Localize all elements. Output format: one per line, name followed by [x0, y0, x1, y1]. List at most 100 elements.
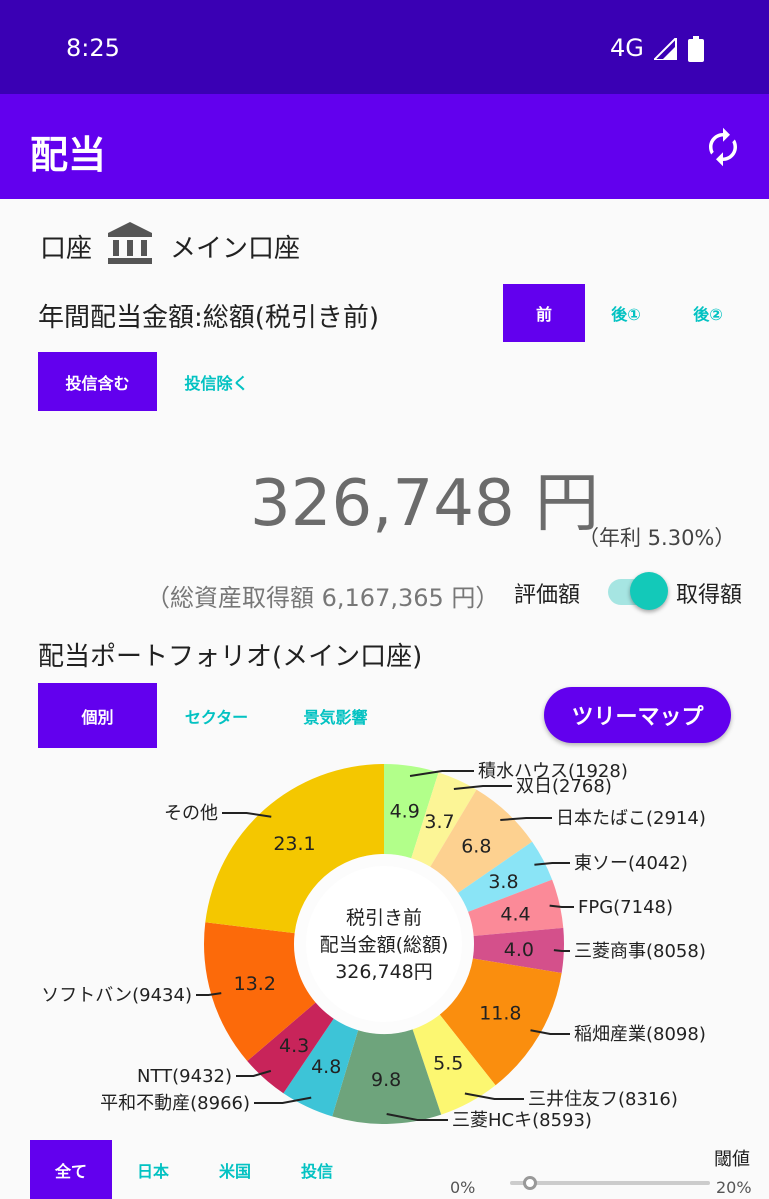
filter-japan[interactable]: 日本: [112, 1140, 194, 1199]
pie-name-label: NTT(9432): [137, 1066, 232, 1087]
pie-value-label: 13.2: [234, 973, 276, 995]
pie-center-text: 配当金額(総額): [320, 934, 449, 956]
pie-leader-line: [549, 904, 574, 908]
basis-toggle-knob[interactable]: [630, 572, 668, 610]
tab-business-cycle-label: 景気影響: [303, 707, 368, 727]
threshold-slider-thumb[interactable]: [523, 1176, 537, 1190]
bank-icon: [108, 222, 152, 264]
pie-slice[interactable]: [458, 841, 553, 912]
pie-center-text: 税引き前: [346, 907, 422, 929]
pie-leader-line: [530, 1029, 570, 1035]
pie-slice[interactable]: [384, 764, 439, 859]
signal-icon: [654, 38, 677, 60]
pie-slice[interactable]: [411, 772, 477, 867]
status-time: 8:25: [66, 34, 120, 62]
filter-all-label: 全て: [54, 1161, 87, 1181]
pie-leader-line: [500, 817, 552, 821]
pie-name-label: ソフトバン(9434): [41, 985, 192, 1006]
pie-slice[interactable]: [412, 1014, 496, 1115]
pie-leader-line: [464, 1092, 524, 1100]
threshold-slider-track[interactable]: [510, 1181, 710, 1185]
total-acquisition: （総資産取得額 6,167,365 円）: [146, 584, 500, 612]
pie-name-label: 積水ハウス(1928): [478, 761, 628, 782]
tab-business-cycle[interactable]: 景気影響: [276, 683, 395, 748]
pie-value-label: 4.3: [279, 1035, 309, 1057]
battery-icon: [688, 36, 704, 62]
pie-leader-line: [453, 785, 512, 791]
account-name[interactable]: メイン口座: [170, 234, 301, 264]
pie-name-label: 稲畑産業(8098): [574, 1024, 706, 1045]
pie-name-label: 三菱商事(8058): [574, 941, 706, 962]
filter-us[interactable]: 米国: [194, 1140, 276, 1199]
threshold-label: 閾値: [714, 1149, 750, 1170]
pie-value-label: 5.5: [433, 1053, 463, 1075]
threshold-max: 20%: [716, 1178, 752, 1197]
pie-name-label: その他: [164, 803, 218, 824]
tab-aftertax-2[interactable]: 後②: [667, 284, 749, 342]
pie-leader-line: [553, 949, 570, 952]
pie-value-label: 6.8: [461, 836, 491, 858]
annual-yield: （年利 5.30%）: [578, 526, 736, 550]
pie-name-label: 日本たばこ(2914): [556, 808, 706, 829]
pie-slice[interactable]: [468, 879, 564, 936]
pie-value-label: 9.8: [371, 1069, 401, 1091]
tab-aftertax-1-label: 後①: [611, 305, 641, 324]
filter-us-label: 米国: [218, 1161, 251, 1181]
pie-slice[interactable]: [439, 958, 562, 1086]
filter-all[interactable]: 全て: [30, 1140, 112, 1199]
dividend-amount: 326,748 円: [250, 467, 599, 541]
pie-slice[interactable]: [204, 922, 316, 1062]
toggle-label-acquisition: 取得額: [676, 583, 743, 608]
pie-name-label: 三井住友フ(8316): [528, 1089, 678, 1110]
pie-slice[interactable]: [205, 764, 384, 934]
tab-individual-label: 個別: [81, 707, 114, 727]
pie-name-label: 平和不動産(8966): [100, 1093, 250, 1114]
pie-value-label: 3.7: [424, 811, 454, 833]
filter-funds-label: 投信: [300, 1161, 333, 1181]
donut-hole: [306, 866, 462, 1022]
status-bar: 8:25 4G: [0, 0, 769, 94]
filter-japan-label: 日本: [136, 1161, 169, 1181]
pie-value-label: 3.8: [488, 871, 518, 893]
tab-exclude-funds[interactable]: 投信除く: [157, 352, 276, 411]
threshold-min: 0%: [450, 1178, 476, 1197]
pie-value-label: 4.0: [504, 939, 534, 961]
pie-leader-line: [254, 1096, 312, 1104]
pie-slice[interactable]: [332, 1029, 442, 1124]
pie-leader-line: [409, 770, 474, 777]
pie-leader-line: [222, 812, 272, 818]
treemap-button[interactable]: ツリーマップ: [544, 687, 731, 743]
dividend-pie-chart[interactable]: 4.9 積水ハウス(1928) 3.7 双日(2768) 6.8 日本たばこ(2914) 3…: [0, 755, 769, 1135]
pie-value-label: 23.1: [273, 833, 315, 855]
pie-center-text: 326,748円: [335, 961, 433, 983]
network-type: 4G: [610, 34, 644, 62]
dividend-section-title: 年間配当金額:総額(税引き前): [38, 303, 380, 333]
tab-include-funds[interactable]: 投信含む: [38, 352, 157, 411]
treemap-button-label: ツリーマップ: [571, 705, 704, 730]
pie-leader-line: [386, 1112, 448, 1121]
pie-leader-line: [196, 992, 222, 996]
tab-sector-label: セクター: [184, 707, 249, 727]
pie-slice[interactable]: [472, 927, 565, 973]
tab-aftertax-2-label: 後②: [693, 305, 723, 324]
filter-funds[interactable]: 投信: [276, 1140, 358, 1199]
pie-value-label: 4.9: [390, 801, 420, 823]
toggle-label-valuation: 評価額: [514, 583, 581, 608]
pie-name-label: 双日(2768): [516, 776, 612, 797]
pie-name-label: 東ソー(4042): [574, 853, 688, 874]
pie-value-label: 4.4: [500, 904, 530, 926]
app-bar: 配当: [0, 94, 769, 199]
tab-exclude-funds-label: 投信除く: [184, 373, 249, 393]
pie-value-label: 4.8: [311, 1056, 341, 1078]
refresh-icon[interactable]: [702, 126, 744, 168]
pie-value-label: 11.8: [479, 1002, 521, 1024]
portfolio-title: 配当ポートフォリオ(メイン口座): [38, 642, 423, 672]
pie-slice[interactable]: [283, 1018, 359, 1117]
tab-individual[interactable]: 個別: [38, 683, 157, 748]
pie-leader-line: [534, 862, 570, 866]
tab-pretax[interactable]: 前: [503, 284, 585, 342]
tab-sector[interactable]: セクター: [157, 683, 276, 748]
tab-pretax-label: 前: [535, 305, 552, 324]
tab-aftertax-1[interactable]: 後①: [585, 284, 667, 342]
pie-slice[interactable]: [430, 789, 533, 893]
